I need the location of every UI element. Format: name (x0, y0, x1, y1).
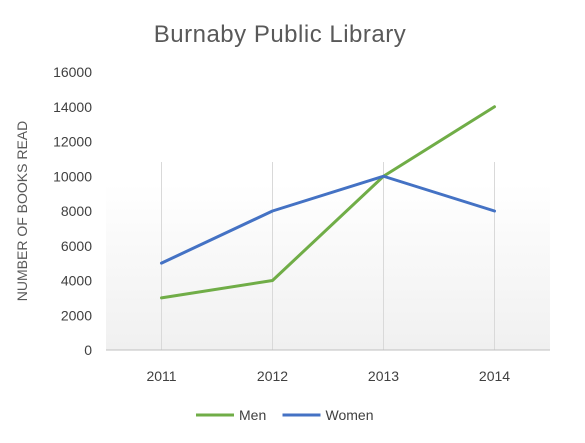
y-tick-label: 14000 (53, 99, 92, 115)
series-lines (160, 105, 496, 300)
x-tick-label: 2014 (479, 368, 510, 384)
y-tick-label: 2000 (61, 307, 92, 323)
legend-label-men: Men (239, 407, 266, 423)
x-tick-label: 2012 (257, 368, 288, 384)
x-tick-label: 2011 (146, 368, 176, 384)
y-tick-label: 12000 (53, 134, 92, 150)
legend: Men Women (196, 407, 373, 423)
legend-label-women: Women (326, 407, 374, 423)
y-tick-label: 10000 (53, 168, 92, 184)
y-tick-label: 16000 (53, 64, 92, 80)
y-tick-label: 8000 (61, 203, 92, 219)
y-tick-labels: 0 2000 4000 6000 8000 10000 12000 14000 16000 (53, 64, 92, 358)
series-line-women (160, 174, 496, 265)
chart-title: Burnaby Public Library (154, 21, 406, 48)
y-tick-label: 4000 (61, 273, 92, 289)
x-tick-label: 2013 (368, 368, 399, 384)
gridlines (161, 162, 495, 350)
y-tick-label: 0 (84, 342, 92, 358)
y-axis-title: NUMBER OF BOOKS READ (14, 121, 30, 301)
y-tick-label: 6000 (61, 238, 92, 254)
series-line-men (160, 105, 496, 300)
x-tick-labels: 2011 2012 2013 2014 (146, 368, 510, 384)
